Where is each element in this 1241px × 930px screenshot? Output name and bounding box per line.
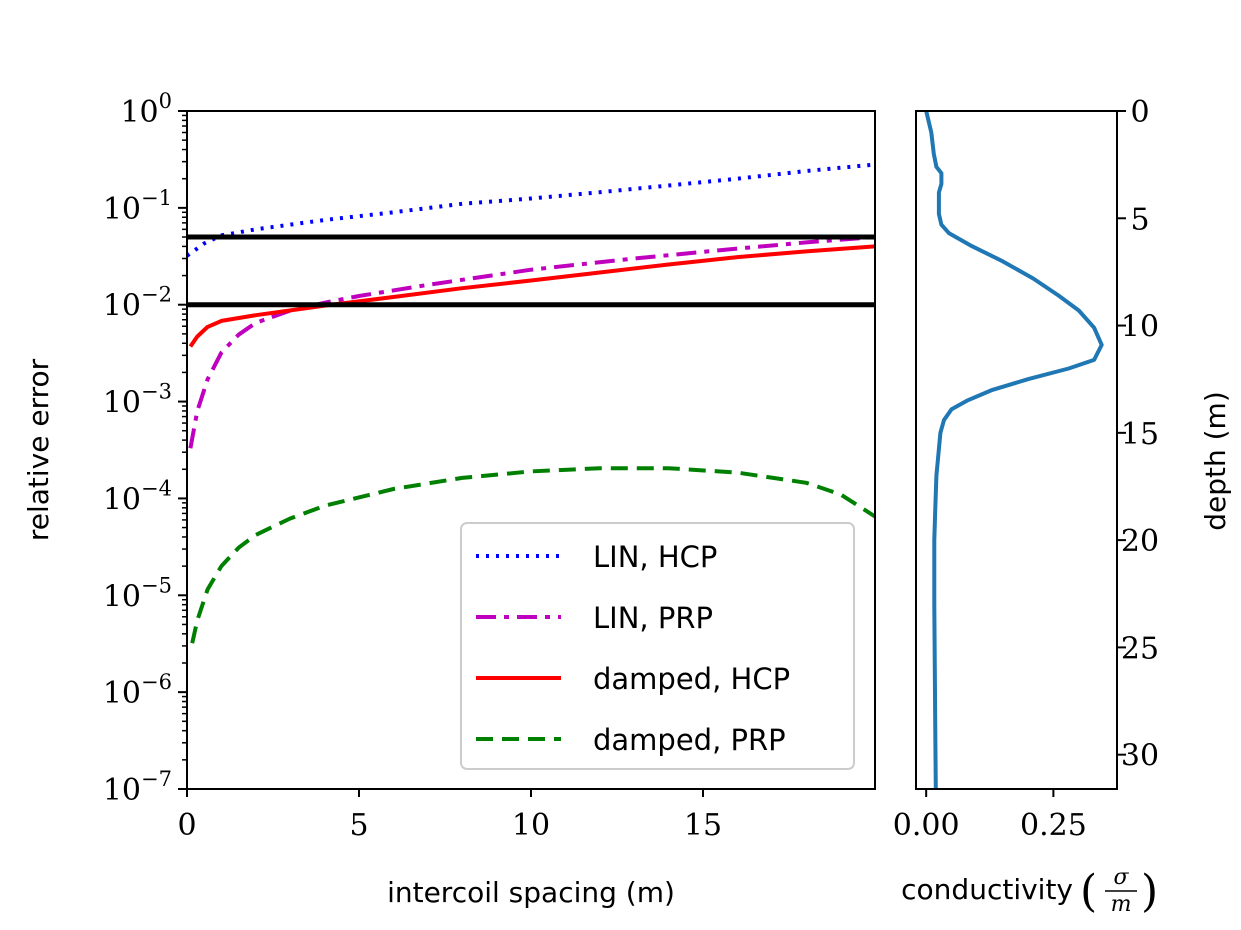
conductivity-tick-label: 0.25: [1020, 808, 1087, 843]
conductivity-profile-line: [924, 110, 1104, 790]
depth-axis-label: depth (m): [1199, 391, 1232, 531]
y-tick-label: 10−1: [103, 186, 172, 227]
legend-label: damped, PRP: [593, 723, 786, 757]
depth-tick-label: 0: [1130, 95, 1149, 130]
x-tick-label: 15: [684, 808, 722, 843]
legend-label: damped, HCP: [593, 662, 790, 696]
unit-numerator: σ: [1113, 865, 1129, 890]
depth-tick-label: 25: [1121, 631, 1159, 666]
unit-denominator: m: [1111, 892, 1132, 917]
legend: LIN, HCP LIN, PRP damped, HCP damped, PRP: [460, 522, 855, 770]
y-tick-label: 100: [120, 89, 172, 130]
conductivity-profile-plot: 0.00 0.25 0 5 10 15 20 25 30 conductivity ( σ m …: [893, 95, 1232, 917]
x-tick-label: 0: [177, 808, 196, 843]
conductivity-label: conductivity: [901, 873, 1073, 906]
depth-tick-label: 30: [1121, 739, 1159, 774]
conductivity-tick-label: 0.00: [893, 808, 960, 843]
y-tick-label: 10−2: [103, 283, 172, 324]
depth-tick-label: 5: [1130, 202, 1149, 237]
unit-open-paren: (: [1080, 866, 1097, 917]
unit-close-paren: ): [1141, 866, 1158, 917]
legend-label: LIN, HCP: [593, 540, 717, 574]
depth-tick-label: 10: [1121, 310, 1159, 345]
y-tick-label: 10−7: [103, 767, 172, 808]
depth-tick-label: 20: [1121, 524, 1159, 559]
x-axis-label: intercoil spacing (m): [387, 876, 675, 909]
series-line-lin-prp: [188, 235, 876, 449]
y-tick-label: 10−5: [103, 573, 172, 614]
series-line-damped-hcp: [188, 244, 876, 348]
y-tick-label: 10−3: [103, 380, 172, 421]
x-tick-label: 10: [512, 808, 550, 843]
conductivity-axis-label: conductivity ( σ m ): [901, 865, 1158, 917]
series-line-lin-hcp: [185, 162, 876, 258]
legend-box: [460, 522, 855, 770]
y-tick-label: 10−6: [103, 670, 172, 711]
depth-tick-label: 15: [1121, 417, 1159, 452]
error-plot: 0 5 10 15 100 10−1 10−2 10−3 10−4 10−5 10−6 10−7 in…: [22, 89, 877, 909]
y-axis-label: relative error: [22, 358, 55, 541]
right-plot-frame: [915, 110, 1118, 790]
series-line-damped-prp: [190, 466, 877, 644]
y-tick-label: 10−4: [103, 476, 172, 517]
legend-label: LIN, PRP: [593, 601, 713, 635]
x-tick-label: 5: [349, 808, 368, 843]
